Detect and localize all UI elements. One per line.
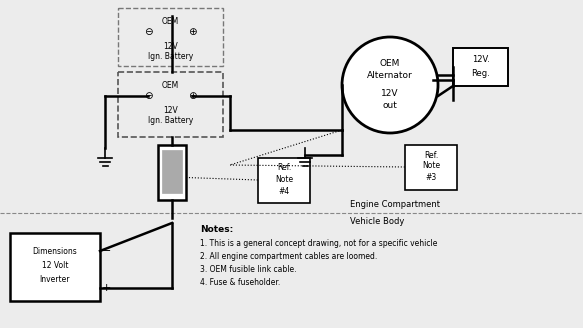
Text: 12V: 12V	[163, 42, 178, 51]
Text: 3. OEM fusible link cable.: 3. OEM fusible link cable.	[200, 265, 297, 274]
Circle shape	[342, 37, 438, 133]
Text: out: out	[382, 100, 398, 110]
Bar	[405, 145, 457, 190]
Text: −: −	[102, 246, 111, 256]
Text: Ref.: Ref.	[424, 151, 438, 159]
Bar	[258, 158, 310, 203]
Bar	[453, 48, 508, 86]
Text: 1. This is a general concept drawing, not for a specific vehicle: 1. This is a general concept drawing, no…	[200, 239, 437, 248]
Bar	[158, 145, 186, 200]
Text: OEM: OEM	[380, 58, 400, 68]
Text: Note: Note	[275, 174, 293, 183]
Text: OEM: OEM	[162, 81, 179, 90]
Text: 4. Fuse & fuseholder.: 4. Fuse & fuseholder.	[200, 278, 280, 287]
Text: Dimensions: Dimensions	[33, 247, 78, 256]
Text: Ref.: Ref.	[277, 163, 291, 173]
Text: +: +	[102, 283, 111, 293]
Text: 12V.: 12V.	[472, 55, 489, 65]
Text: Reg.: Reg.	[471, 69, 490, 77]
Text: Notes:: Notes:	[200, 225, 233, 234]
Text: ⊕: ⊕	[188, 27, 196, 37]
Text: Note: Note	[422, 161, 440, 171]
Text: Ign. Battery: Ign. Battery	[148, 116, 193, 125]
Text: Ign. Battery: Ign. Battery	[148, 52, 193, 61]
Bar	[162, 150, 182, 193]
Text: Alternator: Alternator	[367, 71, 413, 79]
Text: 12V: 12V	[381, 89, 399, 97]
Text: ⊖: ⊖	[143, 27, 152, 37]
Bar	[118, 8, 223, 66]
Text: Inverter: Inverter	[40, 275, 70, 283]
Text: #3: #3	[426, 174, 437, 182]
Text: #4: #4	[278, 187, 290, 195]
Text: 12 Volt: 12 Volt	[42, 260, 68, 270]
Text: 2. All engine compartment cables are loomed.: 2. All engine compartment cables are loo…	[200, 252, 377, 261]
Bar	[118, 72, 223, 137]
Text: OEM: OEM	[162, 17, 179, 26]
Text: ⊕: ⊕	[188, 91, 196, 101]
Text: ⊖: ⊖	[143, 91, 152, 101]
Bar	[10, 233, 100, 301]
Text: Vehicle Body: Vehicle Body	[350, 217, 405, 226]
Text: 12V: 12V	[163, 106, 178, 115]
Text: Engine Compartment: Engine Compartment	[350, 200, 440, 209]
